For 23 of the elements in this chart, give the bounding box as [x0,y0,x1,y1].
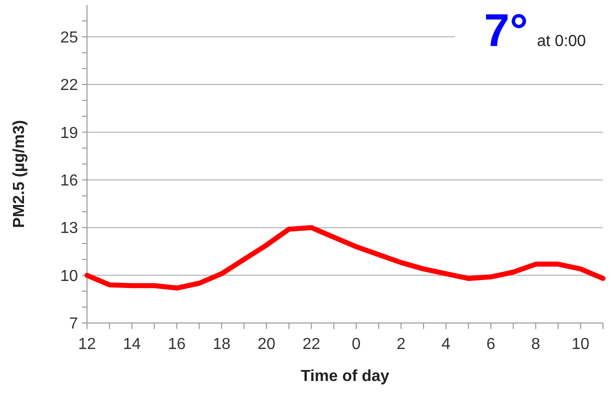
x-tick-label: 2 [396,336,406,353]
y-tick-label: 22 [60,77,78,94]
x-tick-label: 22 [302,336,320,353]
x-tick-label: 8 [531,336,540,353]
y-tick-label: 13 [60,220,78,238]
y-axis-title: PM2.5 (µg/m3) [11,120,28,228]
y-tick-label: 16 [60,172,78,190]
x-tick-label: 14 [122,336,141,353]
x-tick-label: 10 [572,336,590,353]
y-tick-label: 19 [60,124,78,142]
x-tick-label: 4 [442,336,451,353]
annotation: 7° [484,4,528,56]
x-tick-label: 0 [352,336,361,353]
y-tick-label: 7 [69,316,78,333]
x-tick-label: 16 [168,336,186,353]
x-tick-label: 12 [78,336,96,353]
y-tick-label: 25 [60,29,78,46]
x-tick-label: 20 [258,336,276,353]
x-tick-label: 6 [486,336,496,353]
y-tick-label: 10 [60,268,78,285]
x-tick-label: 18 [212,336,231,353]
annotation: at 0:00 [537,33,586,50]
x-axis-title: Time of day [300,368,390,385]
